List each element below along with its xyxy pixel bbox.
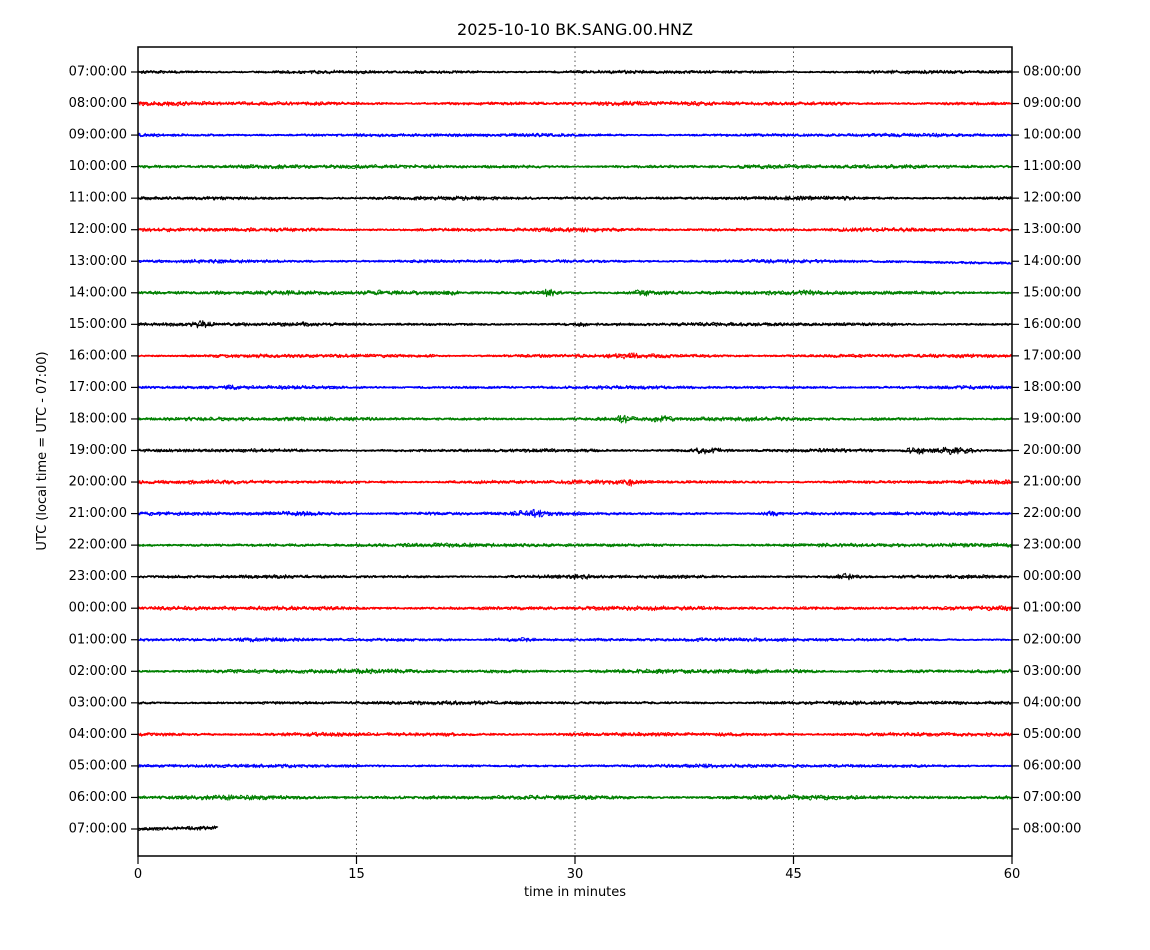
left-time-label: 03:00:00 [69, 695, 127, 710]
left-time-label: 10:00:00 [69, 159, 127, 174]
left-time-label: 20:00:00 [69, 475, 127, 490]
trace-row [137, 700, 1013, 706]
trace-row [137, 414, 1013, 424]
trace-row [137, 479, 1013, 487]
x-tick-label: 60 [1004, 867, 1021, 882]
right-time-label: 11:00:00 [1023, 159, 1081, 174]
trace-row [137, 352, 1013, 360]
right-time-label: 16:00:00 [1023, 317, 1081, 332]
trace-row [137, 637, 1013, 643]
figure-title: 2025-10-10 BK.SANG.00.HNZ [457, 20, 693, 39]
left-time-label: 00:00:00 [69, 601, 127, 616]
left-time-label: 11:00:00 [69, 191, 127, 206]
right-time-label: 14:00:00 [1023, 254, 1081, 269]
trace-row [137, 825, 219, 831]
right-time-label: 04:00:00 [1023, 695, 1081, 710]
right-time-label: 01:00:00 [1023, 601, 1081, 616]
right-time-label: 06:00:00 [1023, 758, 1081, 773]
trace-row [137, 100, 1013, 107]
trace-row [137, 227, 1013, 233]
right-time-label: 21:00:00 [1023, 475, 1081, 490]
left-time-label: 07:00:00 [69, 822, 127, 837]
trace-row [137, 542, 1013, 548]
x-axis-label: time in minutes [524, 885, 626, 900]
trace-row [137, 195, 1013, 201]
left-time-label: 01:00:00 [69, 632, 127, 647]
plot-frame [137, 46, 1013, 857]
right-time-label: 08:00:00 [1023, 65, 1081, 80]
x-tick-label: 45 [785, 867, 802, 882]
right-time-label: 07:00:00 [1023, 790, 1081, 805]
x-tick-label: 0 [134, 867, 142, 882]
left-time-label: 16:00:00 [69, 348, 127, 363]
right-time-label: 00:00:00 [1023, 569, 1081, 584]
trace-row [137, 163, 1013, 170]
trace-row [137, 446, 1013, 456]
right-time-label: 05:00:00 [1023, 727, 1081, 742]
trace-row [137, 763, 1013, 769]
left-time-label: 07:00:00 [69, 65, 127, 80]
right-time-label: 08:00:00 [1023, 822, 1081, 837]
left-time-label: 19:00:00 [69, 443, 127, 458]
trace-row [137, 508, 1013, 518]
left-time-label: 08:00:00 [69, 96, 127, 111]
right-time-label: 03:00:00 [1023, 664, 1081, 679]
right-time-label: 20:00:00 [1023, 443, 1081, 458]
trace-row [137, 668, 1013, 675]
left-time-label: 09:00:00 [69, 128, 127, 143]
left-time-label: 23:00:00 [69, 569, 127, 584]
x-tick-label: 30 [567, 867, 584, 882]
left-time-label: 17:00:00 [69, 380, 127, 395]
trace-row [137, 69, 1013, 75]
left-time-label: 18:00:00 [69, 411, 127, 426]
left-time-label: 15:00:00 [69, 317, 127, 332]
trace-row [137, 320, 1012, 329]
trace-row [137, 731, 1013, 737]
right-time-label: 09:00:00 [1023, 96, 1081, 111]
right-time-label: 22:00:00 [1023, 506, 1081, 521]
left-time-label: 05:00:00 [69, 758, 127, 773]
trace-row [137, 132, 1013, 138]
left-time-label: 13:00:00 [69, 254, 127, 269]
right-time-label: 13:00:00 [1023, 222, 1081, 237]
trace-row [137, 384, 1013, 391]
right-time-label: 18:00:00 [1023, 380, 1081, 395]
y-axis-label: UTC (local time = UTC - 07:00) [35, 351, 50, 550]
right-time-label: 10:00:00 [1023, 128, 1081, 143]
plot-generated-content: 07:00:00 08:00:00 08:00:00 09:00:00 09:00:00… [69, 46, 1081, 882]
right-time-label: 19:00:00 [1023, 411, 1081, 426]
trace-row [137, 605, 1013, 612]
right-time-label: 17:00:00 [1023, 348, 1081, 363]
trace-row [137, 572, 1013, 581]
trace-row [137, 288, 1012, 298]
left-time-label: 04:00:00 [69, 727, 127, 742]
left-time-label: 02:00:00 [69, 664, 127, 679]
left-time-label: 22:00:00 [69, 538, 127, 553]
x-tick-label: 15 [348, 867, 365, 882]
left-time-label: 06:00:00 [69, 790, 127, 805]
left-time-label: 21:00:00 [69, 506, 127, 521]
trace-row [137, 258, 1013, 265]
left-time-label: 14:00:00 [69, 285, 127, 300]
trace-row [137, 794, 1013, 801]
right-time-label: 02:00:00 [1023, 632, 1081, 647]
right-time-label: 12:00:00 [1023, 191, 1081, 206]
right-time-label: 15:00:00 [1023, 285, 1081, 300]
left-time-label: 12:00:00 [69, 222, 127, 237]
right-time-label: 23:00:00 [1023, 538, 1081, 553]
